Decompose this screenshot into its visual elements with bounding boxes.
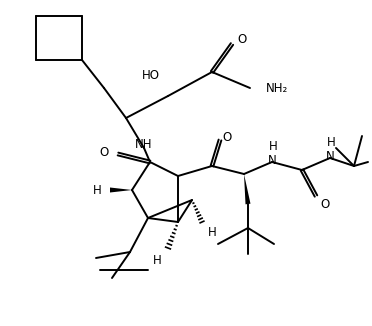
Text: O: O xyxy=(320,198,329,211)
Text: H: H xyxy=(327,136,336,149)
Text: H: H xyxy=(153,254,162,267)
Text: O: O xyxy=(237,33,246,46)
Text: NH₂: NH₂ xyxy=(266,82,288,95)
Text: N: N xyxy=(267,155,276,168)
Text: H: H xyxy=(269,140,278,153)
Text: H: H xyxy=(208,226,217,239)
Text: HO: HO xyxy=(142,69,160,82)
Polygon shape xyxy=(110,187,132,192)
Text: O: O xyxy=(100,145,109,158)
Text: O: O xyxy=(222,131,231,144)
Text: NH: NH xyxy=(135,139,153,152)
Text: H: H xyxy=(93,184,102,197)
Polygon shape xyxy=(244,174,250,204)
Text: N: N xyxy=(326,151,334,164)
